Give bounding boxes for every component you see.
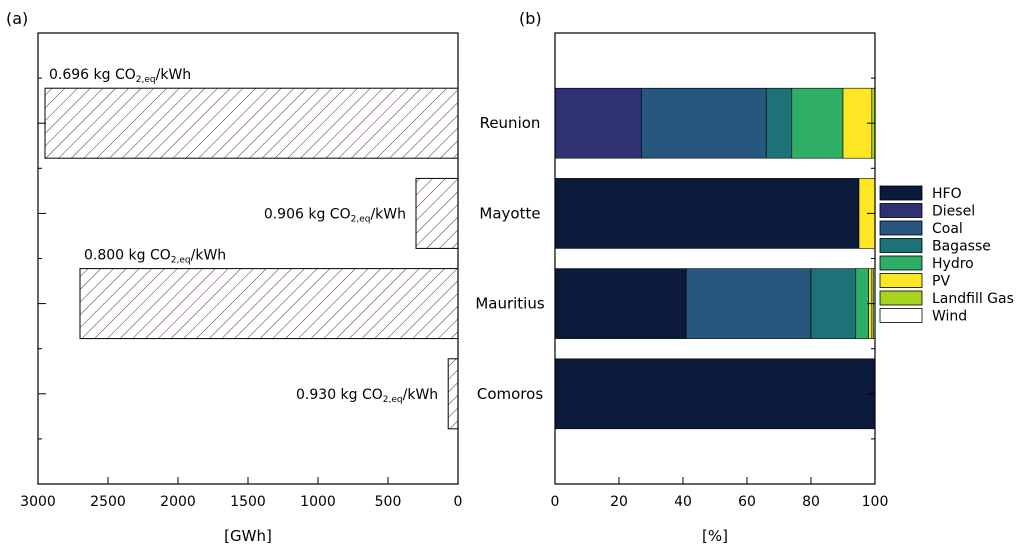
panel-a-x-axis: 3000 2500 2000 1500 1000 500 0 xyxy=(20,477,462,510)
panel-a-y-ticks xyxy=(38,77,46,440)
bar-b-mauritius-hydro xyxy=(855,268,869,339)
category-labels: Reunion Mayotte Mauritius Comoros xyxy=(475,114,545,403)
bar-a-comoros xyxy=(447,358,459,430)
legend-label-wind: Wind xyxy=(932,309,967,325)
bar-a-mayotte xyxy=(415,177,459,249)
x-tick-label-b: 0 xyxy=(551,494,560,510)
panel-b-x-axis-label: [%] xyxy=(702,527,728,545)
bar-b-reunion-hydro xyxy=(791,87,844,159)
bar-b-mauritius-hfo xyxy=(554,268,687,339)
x-tick-label-b: 80 xyxy=(802,494,820,510)
bar-a-mauritius xyxy=(79,268,459,340)
bar-b-mauritius-coal xyxy=(685,268,812,339)
legend-label-hfo: HFO xyxy=(932,186,962,202)
bar-b-reunion-diesel xyxy=(554,87,642,159)
legend-swatch-bagasse xyxy=(879,238,923,253)
panel-b-bars xyxy=(554,87,876,430)
legend-swatch-hydro xyxy=(879,255,923,271)
x-tick-label-a: 500 xyxy=(375,494,402,510)
category-label-comoros: Comoros xyxy=(477,385,543,403)
panel-b-label: (b) xyxy=(519,9,542,28)
panel-b-y-ticks xyxy=(867,77,875,440)
legend-label-landfill-gas: Landfill Gas xyxy=(932,291,1014,307)
annotation-a-reunion: 0.696 kg CO2,eq/kWh xyxy=(49,67,191,85)
bar-b-mauritius-bagasse xyxy=(810,268,857,339)
legend-swatch-landfill-gas xyxy=(879,290,923,306)
legend-label-diesel: Diesel xyxy=(932,204,975,220)
category-label-mauritius: Mauritius xyxy=(475,295,545,313)
legend-label-coal: Coal xyxy=(932,221,963,237)
bar-b-comoros-hfo xyxy=(554,358,876,430)
panel-a-x-axis-label: [GWh] xyxy=(224,527,272,545)
x-tick-label-a: 1000 xyxy=(300,494,336,510)
x-tick-label-b: 40 xyxy=(674,494,692,510)
x-tick-label-b: 60 xyxy=(738,494,756,510)
legend-swatch-hfo xyxy=(879,185,923,201)
bar-b-reunion-coal xyxy=(641,87,767,159)
category-label-reunion: Reunion xyxy=(480,114,541,132)
x-tick-label-b: 100 xyxy=(862,494,889,510)
legend-label-bagasse: Bagasse xyxy=(932,239,991,255)
x-tick-label-a: 0 xyxy=(454,494,463,510)
annotation-a-comoros: 0.930 kg CO2,eq/kWh xyxy=(296,387,438,405)
legend-swatch-wind xyxy=(879,308,923,323)
legend-swatch-coal xyxy=(879,220,923,236)
category-label-mayotte: Mayotte xyxy=(479,204,540,222)
annotation-a-mauritius: 0.800 kg CO2,eq/kWh xyxy=(84,248,226,266)
legend-label-hydro: Hydro xyxy=(932,256,974,272)
panel-a-label: (a) xyxy=(6,9,28,28)
x-tick-label-a: 3000 xyxy=(20,494,56,510)
panel-b-x-axis: 0 20 40 60 80 100 xyxy=(551,477,889,510)
x-tick-label-a: 1500 xyxy=(230,494,266,510)
panel-a-bars xyxy=(44,87,459,430)
legend-swatch-diesel xyxy=(879,203,923,218)
legend-label-pv: PV xyxy=(932,274,950,290)
annotation-a-mayotte: 0.906 kg CO2,eq/kWh xyxy=(264,206,406,224)
x-tick-label-a: 2000 xyxy=(160,494,196,510)
bar-b-mayotte-hfo xyxy=(554,178,860,249)
bar-b-reunion-bagasse xyxy=(765,87,793,159)
panel-a-annotations: 0.696 kg CO2,eq/kWh 0.906 kg CO2,eq/kWh 0.… xyxy=(49,67,438,405)
x-tick-label-a: 2500 xyxy=(90,494,126,510)
bar-a-reunion xyxy=(44,87,459,159)
x-tick-label-b: 20 xyxy=(610,494,628,510)
legend-swatch-pv xyxy=(879,273,923,288)
